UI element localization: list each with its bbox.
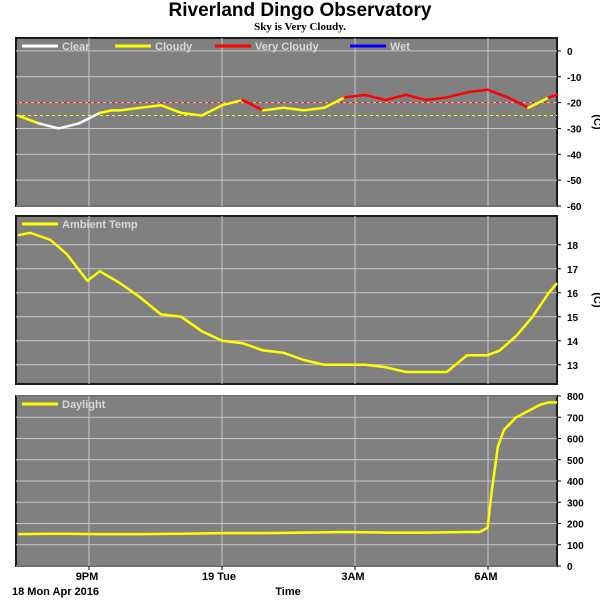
y-tick-label: 13 bbox=[567, 361, 579, 372]
series-segment bbox=[323, 96, 346, 110]
y-tick-label: 400 bbox=[567, 477, 584, 488]
legend-label: Clear bbox=[62, 41, 90, 53]
x-tick-label: 3AM bbox=[341, 571, 364, 583]
series-segment bbox=[282, 106, 306, 112]
series-segment bbox=[98, 109, 114, 115]
legend-label: Daylight bbox=[62, 399, 106, 411]
y-tick-label: 16 bbox=[567, 289, 579, 300]
legend-label: Cloudy bbox=[155, 41, 193, 53]
x-tick-label: 6AM bbox=[474, 571, 497, 583]
series-segment bbox=[241, 98, 265, 112]
y-axis-label: (C) bbox=[591, 114, 600, 130]
chart-title: Riverland Dingo Observatory bbox=[168, 0, 432, 21]
series-segment bbox=[118, 106, 142, 112]
panel-daylight: 800 700 600 500 400 300 200 100 0 Daylight bbox=[15, 392, 584, 573]
panel-ambient: 18 17 16 15 14 13 (C) Ambient Temp bbox=[15, 215, 600, 385]
y-tick-label: -30 bbox=[567, 124, 582, 135]
series-segment bbox=[404, 93, 428, 102]
y-tick-label: -20 bbox=[567, 99, 582, 110]
y-tick-label: 15 bbox=[567, 313, 579, 324]
y-tick-label: -40 bbox=[567, 150, 582, 161]
series-segment bbox=[139, 103, 163, 110]
series-segment bbox=[200, 103, 224, 117]
panel-sky: 0 -10 -20 -30 -40 -50 -60 (C) Clear Cloudy Very Cl… bbox=[15, 37, 600, 213]
series-segment bbox=[363, 93, 387, 102]
series-segment bbox=[343, 93, 367, 99]
y-tick-label: 200 bbox=[567, 520, 584, 531]
series-segment bbox=[547, 93, 559, 99]
series-segment bbox=[384, 93, 408, 102]
y-tick-label: -10 bbox=[567, 73, 582, 84]
legend-label: Very Cloudy bbox=[255, 41, 319, 53]
series-segment bbox=[445, 91, 469, 99]
y-tick-label: 14 bbox=[567, 337, 579, 348]
y-tick-label: 0 bbox=[567, 47, 573, 58]
x-tick-label: 19 Tue bbox=[202, 571, 236, 583]
legend-label: Ambient Temp bbox=[62, 219, 138, 231]
y-tick-label: 300 bbox=[567, 498, 584, 509]
y-tick-label: 600 bbox=[567, 435, 584, 446]
series-segment bbox=[78, 111, 101, 125]
panels: 0 -10 -20 -30 -40 -50 -60 (C) Clear Cloudy Very Cl… bbox=[15, 37, 600, 573]
x-axis: 9PM 19 Tue 3AM 6AM 18 Mon Apr 2016 Time bbox=[12, 566, 498, 598]
x-axis-label: Time bbox=[275, 586, 300, 598]
date-label: 18 Mon Apr 2016 bbox=[12, 586, 99, 598]
y-tick-label: 17 bbox=[567, 265, 579, 276]
series-segment bbox=[180, 111, 203, 117]
series-segment bbox=[159, 103, 183, 115]
legend-label: Wet bbox=[390, 41, 410, 53]
chart-subtitle: Sky is Very Cloudy. bbox=[254, 21, 346, 33]
series-segment bbox=[425, 96, 448, 102]
y-tick-label: -60 bbox=[567, 202, 582, 213]
y-tick-label: 0 bbox=[567, 562, 573, 573]
series-segment bbox=[506, 96, 530, 110]
series-segment bbox=[465, 88, 489, 94]
y-tick-label: 100 bbox=[567, 541, 584, 552]
series-segment bbox=[37, 122, 61, 130]
y-tick-label: 800 bbox=[567, 392, 584, 403]
series-line bbox=[17, 401, 557, 536]
series-segment bbox=[57, 122, 81, 130]
series-segment bbox=[261, 106, 285, 112]
series-segment bbox=[486, 88, 510, 99]
x-tick-label: 9PM bbox=[76, 571, 99, 583]
series-line bbox=[17, 231, 558, 374]
y-tick-label: 18 bbox=[567, 241, 579, 252]
series-segment bbox=[302, 106, 326, 112]
panel-background bbox=[15, 37, 558, 207]
series-segment bbox=[16, 114, 40, 125]
panel-background bbox=[15, 215, 558, 385]
series-segment bbox=[527, 96, 551, 110]
y-tick-label: 700 bbox=[567, 413, 584, 424]
y-tick-label: 500 bbox=[567, 456, 584, 467]
y-tick-label: -50 bbox=[567, 176, 582, 187]
y-axis-label: (C) bbox=[591, 292, 600, 308]
series-segment bbox=[220, 98, 244, 107]
